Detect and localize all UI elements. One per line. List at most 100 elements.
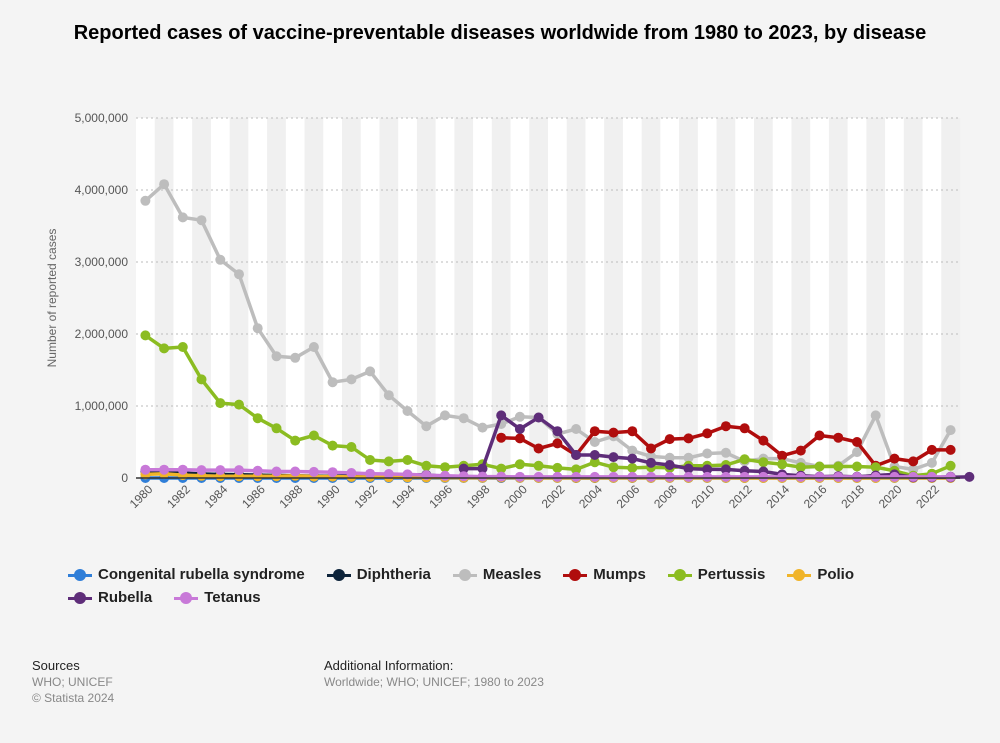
data-point-pertussis[interactable] <box>496 463 507 474</box>
data-point-tetanus[interactable] <box>683 471 694 482</box>
data-point-tetanus[interactable] <box>926 471 937 482</box>
data-point-mumps[interactable] <box>664 434 675 445</box>
data-point-pertussis[interactable] <box>234 399 244 410</box>
data-point-measles[interactable] <box>683 452 694 463</box>
data-point-pertussis[interactable] <box>571 464 582 475</box>
data-point-mumps[interactable] <box>833 432 844 443</box>
data-point-tetanus[interactable] <box>383 469 394 479</box>
data-point-tetanus[interactable] <box>552 471 563 482</box>
data-point-rubella[interactable] <box>702 464 713 475</box>
legend-item-pertussis[interactable]: Pertussis <box>667 566 765 583</box>
data-point-tetanus[interactable] <box>777 471 788 482</box>
data-point-rubella[interactable] <box>589 450 600 460</box>
data-point-mumps[interactable] <box>795 445 806 456</box>
data-point-pertussis[interactable] <box>327 440 338 451</box>
data-point-measles[interactable] <box>327 377 338 388</box>
data-point-rubella[interactable] <box>646 457 656 468</box>
data-point-measles[interactable] <box>571 424 582 434</box>
data-point-mumps[interactable] <box>758 435 769 446</box>
data-point-pertussis[interactable] <box>758 457 769 468</box>
data-point-measles[interactable] <box>627 445 638 456</box>
legend-item-tetanus[interactable]: Tetanus <box>174 589 261 606</box>
data-point-tetanus[interactable] <box>477 471 488 482</box>
data-point-measles[interactable] <box>252 323 263 334</box>
data-point-tetanus[interactable] <box>646 471 656 482</box>
data-point-tetanus[interactable] <box>177 464 188 475</box>
data-point-pertussis[interactable] <box>159 343 170 354</box>
data-point-pertussis[interactable] <box>440 462 450 473</box>
data-point-measles[interactable] <box>271 351 282 362</box>
data-point-mumps[interactable] <box>608 427 619 438</box>
data-point-tetanus[interactable] <box>908 471 919 482</box>
data-point-tetanus[interactable] <box>664 471 675 482</box>
data-point-tetanus[interactable] <box>795 471 806 482</box>
data-point-rubella[interactable] <box>496 410 507 421</box>
data-point-tetanus[interactable] <box>159 464 170 475</box>
data-point-tetanus[interactable] <box>702 471 713 482</box>
data-point-pertussis[interactable] <box>271 423 282 434</box>
data-point-mumps[interactable] <box>777 450 788 461</box>
data-point-pertussis[interactable] <box>552 462 563 473</box>
data-point-rubella[interactable] <box>608 452 619 463</box>
data-point-measles[interactable] <box>870 410 881 421</box>
data-point-tetanus[interactable] <box>627 471 638 482</box>
data-point-measles[interactable] <box>945 425 956 436</box>
data-point-tetanus[interactable] <box>758 471 769 482</box>
data-point-mumps[interactable] <box>720 421 731 432</box>
data-point-mumps[interactable] <box>702 428 713 439</box>
data-point-tetanus[interactable] <box>271 466 282 477</box>
data-point-tetanus[interactable] <box>852 471 862 482</box>
data-point-tetanus[interactable] <box>608 471 619 482</box>
data-point-pertussis[interactable] <box>177 342 188 352</box>
data-point-measles[interactable] <box>140 195 151 206</box>
legend-item-diphtheria[interactable]: Diphtheria <box>326 566 431 583</box>
data-point-pertussis[interactable] <box>140 330 151 341</box>
data-point-mumps[interactable] <box>683 433 694 444</box>
data-point-tetanus[interactable] <box>739 471 750 482</box>
data-point-mumps[interactable] <box>533 443 544 454</box>
data-point-pertussis[interactable] <box>533 460 544 471</box>
data-point-measles[interactable] <box>346 374 357 385</box>
data-point-measles[interactable] <box>852 447 862 458</box>
data-point-measles[interactable] <box>196 215 207 226</box>
data-point-pertussis[interactable] <box>589 457 600 468</box>
data-point-measles[interactable] <box>308 342 319 352</box>
data-point-pertussis[interactable] <box>514 459 525 470</box>
legend-item-mumps[interactable]: Mumps <box>563 566 646 583</box>
data-point-pertussis[interactable] <box>308 430 319 441</box>
data-point-mumps[interactable] <box>908 456 919 467</box>
data-point-mumps[interactable] <box>514 433 525 444</box>
data-point-tetanus[interactable] <box>440 470 450 481</box>
data-point-tetanus[interactable] <box>458 471 469 482</box>
data-point-pertussis[interactable] <box>833 461 844 472</box>
data-point-tetanus[interactable] <box>833 471 844 482</box>
data-point-tetanus[interactable] <box>308 466 319 477</box>
data-point-mumps[interactable] <box>589 426 600 437</box>
data-point-rubella[interactable] <box>964 471 975 482</box>
data-point-pertussis[interactable] <box>421 460 432 471</box>
data-point-pertussis[interactable] <box>383 456 394 467</box>
data-point-pertussis[interactable] <box>945 460 956 471</box>
data-point-measles[interactable] <box>589 437 600 447</box>
data-point-pertussis[interactable] <box>402 455 413 465</box>
legend-item-rubella[interactable]: Rubella <box>68 589 152 606</box>
legend-item-polio[interactable]: Polio <box>787 566 854 583</box>
data-point-rubella[interactable] <box>664 460 675 470</box>
data-point-pertussis[interactable] <box>795 462 806 473</box>
data-point-tetanus[interactable] <box>234 465 244 476</box>
data-point-rubella[interactable] <box>477 463 488 474</box>
data-point-measles[interactable] <box>421 421 432 432</box>
data-point-tetanus[interactable] <box>533 471 544 482</box>
data-point-mumps[interactable] <box>945 444 956 455</box>
data-point-tetanus[interactable] <box>945 471 956 482</box>
data-point-rubella[interactable] <box>571 450 582 460</box>
data-point-mumps[interactable] <box>496 432 507 443</box>
data-point-mumps[interactable] <box>814 430 825 441</box>
data-point-measles[interactable] <box>365 366 376 377</box>
data-point-pertussis[interactable] <box>290 435 301 446</box>
data-point-measles[interactable] <box>215 254 226 265</box>
data-point-tetanus[interactable] <box>196 465 207 476</box>
data-point-tetanus[interactable] <box>814 471 825 482</box>
data-point-measles[interactable] <box>159 179 170 190</box>
data-point-rubella[interactable] <box>627 453 638 464</box>
